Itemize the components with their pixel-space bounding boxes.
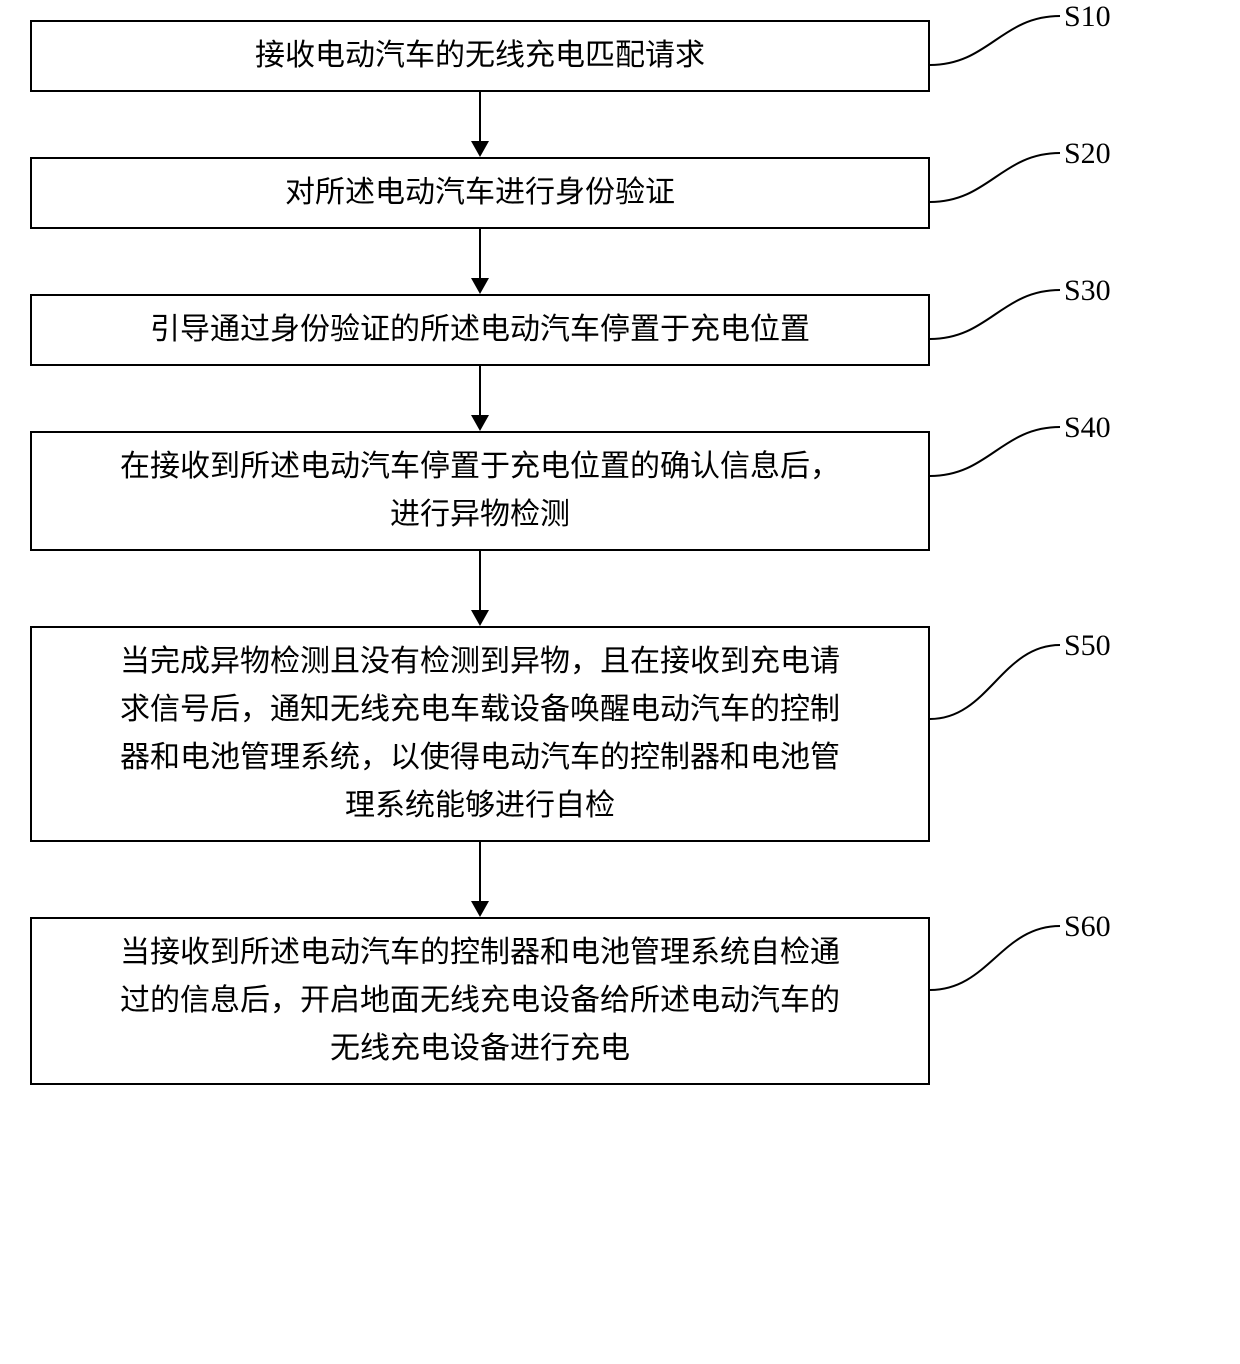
step-row-s50: 当完成异物检测且没有检测到异物，且在接收到充电请求信号后，通知无线充电车载设备唤… <box>30 626 1210 842</box>
arrow-head-icon <box>471 610 489 626</box>
step-label-s10: S10 <box>1064 0 1111 34</box>
step-label-s20: S20 <box>1064 137 1111 171</box>
step-box-s30: 引导通过身份验证的所述电动汽车停置于充电位置 <box>30 294 930 366</box>
connector-s50 <box>930 641 1060 721</box>
step-row-s40: 在接收到所述电动汽车停置于充电位置的确认信息后，进行异物检测S40 <box>30 431 1210 551</box>
arrow-head-icon <box>471 415 489 431</box>
step-box-s10: 接收电动汽车的无线充电匹配请求 <box>30 20 930 92</box>
step-row-s20: 对所述电动汽车进行身份验证S20 <box>30 157 1210 229</box>
step-box-s20: 对所述电动汽车进行身份验证 <box>30 157 930 229</box>
arrow-head-icon <box>471 141 489 157</box>
connector-s20 <box>930 149 1060 204</box>
step-row-s60: 当接收到所述电动汽车的控制器和电池管理系统自检通过的信息后，开启地面无线充电设备… <box>30 917 1210 1085</box>
arrow-line <box>479 842 481 902</box>
arrow-line <box>479 92 481 142</box>
step-box-s50: 当完成异物检测且没有检测到异物，且在接收到充电请求信号后，通知无线充电车载设备唤… <box>30 626 930 842</box>
arrow-line <box>479 551 481 611</box>
arrow-after-s10 <box>30 92 930 157</box>
step-box-s40: 在接收到所述电动汽车停置于充电位置的确认信息后，进行异物检测 <box>30 431 930 551</box>
connector-s60 <box>930 922 1060 992</box>
arrow-head-icon <box>471 278 489 294</box>
arrow-line <box>479 366 481 416</box>
arrow-line <box>479 229 481 279</box>
connector-s40 <box>930 423 1060 478</box>
step-row-s30: 引导通过身份验证的所述电动汽车停置于充电位置S30 <box>30 294 1210 366</box>
step-label-s30: S30 <box>1064 274 1111 308</box>
step-label-s60: S60 <box>1064 910 1111 944</box>
arrow-after-s50 <box>30 842 930 917</box>
arrow-after-s40 <box>30 551 930 626</box>
arrow-head-icon <box>471 901 489 917</box>
flowchart-container: 接收电动汽车的无线充电匹配请求S10对所述电动汽车进行身份验证S20引导通过身份… <box>30 20 1210 1085</box>
step-box-s60: 当接收到所述电动汽车的控制器和电池管理系统自检通过的信息后，开启地面无线充电设备… <box>30 917 930 1085</box>
arrow-after-s30 <box>30 366 930 431</box>
arrow-after-s20 <box>30 229 930 294</box>
step-row-s10: 接收电动汽车的无线充电匹配请求S10 <box>30 20 1210 92</box>
step-label-s50: S50 <box>1064 629 1111 663</box>
connector-s10 <box>930 12 1060 67</box>
step-label-s40: S40 <box>1064 411 1111 445</box>
connector-s30 <box>930 286 1060 341</box>
